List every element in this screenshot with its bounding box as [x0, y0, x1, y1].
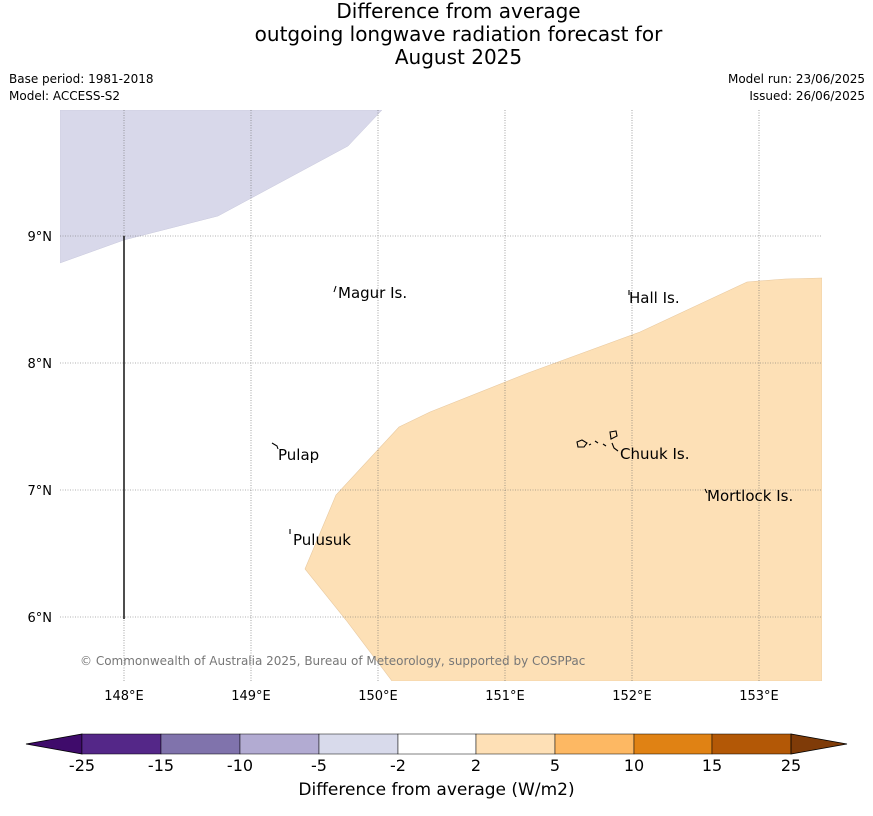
base-period: Base period: 1981-2018	[9, 72, 154, 86]
colorbar-segment	[475, 733, 556, 755]
pulap-island-outline	[271, 442, 279, 450]
colorbar-segment	[633, 733, 713, 755]
model-run: Model run: 23/06/2025	[727, 72, 865, 86]
title-line-2: outgoing longwave radiation forecast for	[254, 22, 663, 46]
colorbar-segment	[711, 733, 792, 755]
colorbar-tick-label: 25	[781, 756, 801, 775]
place-label-pulusuk: Pulusuk	[293, 531, 351, 549]
lon-tick-label: 153°E	[739, 689, 779, 704]
colorbar-extend-high	[790, 733, 848, 755]
place-label-hall: Hall Is.	[629, 289, 680, 307]
colorbar-tick-label: -25	[69, 756, 95, 775]
map-plot-area: Magur Is. Hall Is. Pulap Chuuk Is. Mortl…	[60, 110, 822, 681]
lat-tick-label: 7°N	[28, 484, 53, 499]
colorbar-tick-label: -10	[227, 756, 253, 775]
colorbar-tick-label: 15	[702, 756, 722, 775]
colorbar-tick-label: -15	[148, 756, 174, 775]
model-name: Model: ACCESS-S2	[9, 89, 121, 103]
meta-right: Model run: 23/06/2025 Issued: 26/06/2025	[728, 71, 865, 105]
issued-date: Issued: 26/06/2025	[749, 89, 865, 103]
title-line-3: August 2025	[394, 45, 523, 69]
colorbar-segment	[397, 733, 477, 755]
place-label-mortlock: Mortlock Is.	[707, 487, 793, 505]
meta-left: Base period: 1981-2018 Model: ACCESS-S2	[9, 71, 154, 105]
negative-anomaly-region	[60, 110, 383, 264]
lon-tick-label: 148°E	[104, 689, 144, 704]
map-title: Difference from average outgoing longwav…	[0, 0, 873, 69]
lon-tick-labels: 148°E 149°E 150°E 151°E 152°E 153°E	[104, 689, 779, 704]
title-line-1: Difference from average	[336, 0, 581, 23]
colorbar-tick-label: 2	[471, 756, 481, 775]
lon-tick-label: 150°E	[358, 689, 398, 704]
lat-tick-labels: 9°N 8°N 7°N 6°N	[28, 230, 53, 626]
copyright-notice: © Commonwealth of Australia 2025, Bureau…	[80, 654, 585, 668]
colorbar-tick-label: -2	[390, 756, 406, 775]
island-outlines	[271, 285, 708, 534]
colorbar-label: Difference from average (W/m2)	[298, 780, 575, 800]
place-label-magur: Magur Is.	[338, 284, 407, 302]
lon-tick-label: 152°E	[612, 689, 652, 704]
colorbar-segment	[160, 733, 241, 755]
colorbar-tick-label: -5	[311, 756, 327, 775]
colorbar-tick-label: 10	[624, 756, 644, 775]
colorbar-extend-low	[25, 733, 83, 755]
chuuk-island-outline	[576, 430, 619, 452]
lat-tick-label: 6°N	[28, 611, 53, 626]
colorbar-segment	[81, 733, 162, 755]
positive-anomaly-region	[304, 277, 822, 681]
colorbar: -25 -15 -10 -5 -2 2 5 10 15 25	[25, 733, 848, 775]
mortlock-island-outline	[704, 488, 708, 494]
lon-tick-label: 151°E	[485, 689, 525, 704]
colorbar-tick-label: 5	[550, 756, 560, 775]
lat-tick-label: 8°N	[28, 357, 53, 372]
lat-tick-label: 9°N	[28, 230, 53, 245]
colorbar-segment	[554, 733, 635, 755]
colorbar-segment	[318, 733, 399, 755]
place-label-chuuk: Chuuk Is.	[620, 445, 689, 463]
lon-tick-label: 149°E	[231, 689, 271, 704]
colorbar-segment	[239, 733, 320, 755]
place-label-pulap: Pulap	[278, 446, 319, 464]
magur-island-outline	[333, 285, 337, 293]
